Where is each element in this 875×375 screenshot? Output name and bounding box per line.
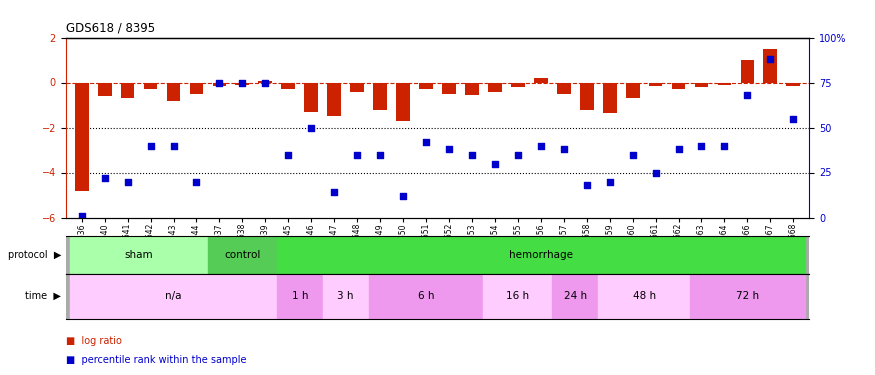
Text: ■  log ratio: ■ log ratio — [66, 336, 122, 346]
Point — [763, 56, 777, 62]
Bar — [190, 82, 203, 94]
Bar — [70, 274, 276, 319]
Text: sham: sham — [125, 250, 153, 260]
Point — [580, 182, 594, 188]
Text: 1 h: 1 h — [291, 291, 308, 301]
Point — [626, 152, 640, 157]
Bar — [258, 81, 272, 82]
Bar — [648, 82, 662, 86]
Bar — [511, 82, 525, 87]
Bar — [552, 274, 598, 319]
Point — [556, 146, 570, 152]
Bar — [368, 274, 483, 319]
Text: 6 h: 6 h — [417, 291, 434, 301]
Text: 48 h: 48 h — [633, 291, 655, 301]
Bar — [483, 274, 552, 319]
Point — [740, 92, 754, 98]
Bar — [690, 274, 805, 319]
Bar — [598, 274, 690, 319]
Bar — [787, 82, 801, 86]
Bar — [276, 236, 805, 274]
Point — [465, 152, 479, 157]
Bar — [718, 82, 732, 85]
Point — [281, 152, 295, 157]
Text: 72 h: 72 h — [736, 291, 759, 301]
Point — [718, 142, 732, 148]
Bar — [580, 82, 593, 110]
Point — [327, 189, 341, 195]
Bar — [488, 82, 501, 92]
Point — [166, 142, 180, 148]
Bar — [166, 82, 180, 100]
Text: 24 h: 24 h — [564, 291, 587, 301]
Point — [373, 152, 387, 157]
Bar — [213, 82, 227, 86]
Text: hemorrhage: hemorrhage — [508, 250, 573, 260]
Text: ■  percentile rank within the sample: ■ percentile rank within the sample — [66, 355, 246, 365]
Bar — [374, 82, 387, 110]
Bar — [121, 82, 135, 98]
Bar — [98, 82, 111, 96]
Bar — [304, 82, 318, 112]
Point — [98, 175, 112, 181]
Point — [121, 178, 135, 184]
Bar — [323, 274, 368, 319]
Point — [442, 146, 456, 152]
Bar — [276, 274, 323, 319]
Text: time  ▶: time ▶ — [25, 291, 61, 301]
Point — [419, 139, 433, 145]
Bar — [442, 82, 456, 94]
Bar — [70, 236, 208, 274]
Text: protocol  ▶: protocol ▶ — [8, 250, 61, 260]
Point — [258, 80, 272, 86]
Point — [396, 193, 410, 199]
Bar — [465, 82, 479, 95]
Bar — [327, 82, 341, 116]
Bar — [208, 236, 276, 274]
Point — [603, 178, 617, 184]
Point — [350, 152, 364, 157]
Point — [304, 124, 318, 130]
Point — [190, 178, 204, 184]
Bar — [396, 82, 410, 121]
Point — [787, 116, 801, 122]
Point — [648, 170, 662, 176]
Point — [235, 80, 249, 86]
Point — [74, 213, 88, 219]
Text: control: control — [224, 250, 261, 260]
Bar — [419, 82, 433, 89]
Bar — [556, 82, 570, 94]
Text: GDS618 / 8395: GDS618 / 8395 — [66, 22, 155, 35]
Point — [671, 146, 685, 152]
Bar — [626, 82, 640, 98]
Bar — [740, 60, 754, 82]
Text: n/a: n/a — [165, 291, 182, 301]
Point — [534, 142, 548, 148]
Bar — [764, 49, 777, 82]
Bar — [282, 82, 295, 89]
Bar — [74, 82, 88, 190]
Point — [511, 152, 525, 157]
Bar — [695, 82, 709, 87]
Point — [695, 142, 709, 148]
Bar — [144, 82, 158, 89]
Bar — [603, 82, 617, 113]
Bar — [534, 78, 548, 82]
Text: 3 h: 3 h — [338, 291, 354, 301]
Point — [213, 80, 227, 86]
Point — [144, 142, 158, 148]
Point — [488, 160, 502, 166]
Text: 16 h: 16 h — [507, 291, 529, 301]
Bar — [350, 82, 364, 92]
Bar — [235, 82, 249, 85]
Bar — [672, 82, 685, 89]
